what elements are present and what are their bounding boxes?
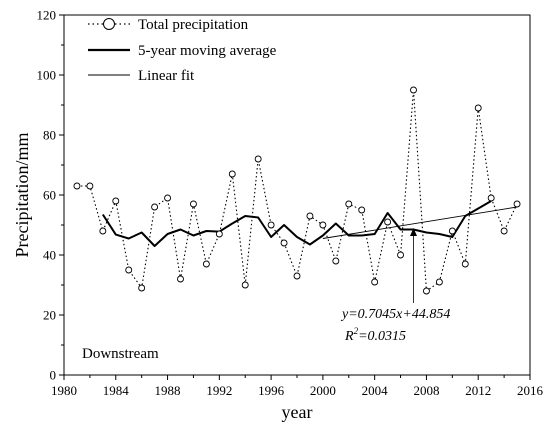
r-squared-prefix: R (344, 329, 354, 344)
data-point-total-precipitation (177, 275, 184, 283)
data-point-total-precipitation (86, 182, 94, 190)
legend-item-total-precipitation: Total precipitation (88, 17, 249, 33)
fit-r-squared: R2=0.0315 (344, 326, 406, 344)
data-point-total-precipitation (73, 182, 81, 190)
data-point-total-precipitation (125, 266, 133, 274)
x-tick-label: 2012 (465, 383, 491, 398)
y-axis-title: Precipitation/mm (12, 133, 32, 258)
data-point-total-precipitation (358, 206, 366, 214)
data-point-total-precipitation (306, 212, 314, 220)
data-point-total-precipitation (164, 194, 172, 202)
region-label: Downstream (82, 346, 159, 362)
data-point-total-precipitation (151, 203, 159, 211)
y-tick-label: 20 (43, 308, 56, 323)
data-point-total-precipitation (280, 239, 288, 247)
y-tick-label: 120 (37, 8, 57, 23)
data-point-total-precipitation (371, 278, 379, 286)
y-tick-label: 80 (43, 128, 56, 143)
data-point-total-precipitation (500, 227, 508, 235)
x-tick-label: 1984 (103, 383, 130, 398)
x-axis-title: year (282, 402, 313, 422)
data-point-total-precipitation (319, 221, 327, 229)
fit-annotation: y=0.7045x+44.854 R2=0.0315 (340, 228, 450, 344)
plot-frame (63, 14, 531, 376)
series-moving-average-line (101, 200, 492, 247)
data-point-total-precipitation (435, 278, 443, 286)
series-layer (73, 86, 521, 295)
r-squared-superscript: 2 (354, 326, 359, 336)
annotation-arrow-head (410, 228, 417, 236)
data-point-total-precipitation (410, 86, 417, 94)
x-tick-label: 2004 (362, 383, 389, 398)
data-point-total-precipitation (99, 227, 107, 235)
x-tick-label: 2000 (310, 383, 336, 398)
data-point-total-precipitation (228, 170, 236, 178)
y-tick-label: 100 (37, 68, 57, 83)
data-point-total-precipitation (241, 281, 249, 289)
axis-ticks: 1980 1984 1988 1992 1996 2000 2004 2008 2012 2016… (37, 8, 544, 399)
y-tick-label: 0 (50, 368, 57, 383)
r-squared-value: =0.0315 (358, 329, 406, 344)
x-tick-label: 2016 (517, 383, 544, 398)
data-point-total-precipitation (293, 272, 301, 280)
legend: Total precipitation 5-year moving averag… (88, 17, 277, 84)
legend-label-moving-average: 5-year moving average (138, 43, 277, 59)
legend-item-moving-average: 5-year moving average (88, 43, 277, 59)
legend-label-linear-fit: Linear fit (138, 68, 195, 84)
data-point-total-precipitation (422, 287, 430, 295)
x-tick-label: 1980 (51, 383, 77, 398)
series-total-precipitation-line (76, 89, 518, 293)
legend-label-total-precipitation: Total precipitation (138, 17, 249, 33)
series-linear-fit-line (322, 206, 518, 239)
data-point-total-precipitation (448, 227, 456, 235)
data-point-total-precipitation (397, 251, 405, 259)
x-tick-label: 1992 (206, 383, 232, 398)
data-point-total-precipitation (202, 260, 210, 268)
data-point-total-precipitation (267, 221, 275, 229)
data-point-total-precipitation (461, 260, 469, 268)
data-point-total-precipitation (189, 200, 197, 208)
data-point-total-precipitation (112, 197, 120, 205)
x-tick-label: 1996 (258, 383, 285, 398)
data-point-total-precipitation (487, 194, 495, 202)
x-tick-label: 2008 (413, 383, 439, 398)
data-point-total-precipitation (254, 155, 262, 163)
data-point-total-precipitation (345, 200, 353, 208)
legend-marker-total-precipitation (103, 18, 115, 30)
data-point-total-precipitation (138, 284, 146, 292)
y-tick-label: 60 (43, 188, 56, 203)
data-point-total-precipitation (332, 257, 340, 265)
y-tick-label: 40 (43, 248, 56, 263)
data-point-total-precipitation (384, 218, 392, 226)
fit-equation: y=0.7045x+44.854 (340, 307, 450, 322)
legend-item-linear-fit: Linear fit (88, 68, 195, 84)
data-point-total-precipitation (513, 200, 521, 208)
x-tick-label: 1988 (155, 383, 181, 398)
data-point-total-precipitation (215, 230, 223, 238)
data-point-total-precipitation (474, 104, 482, 112)
